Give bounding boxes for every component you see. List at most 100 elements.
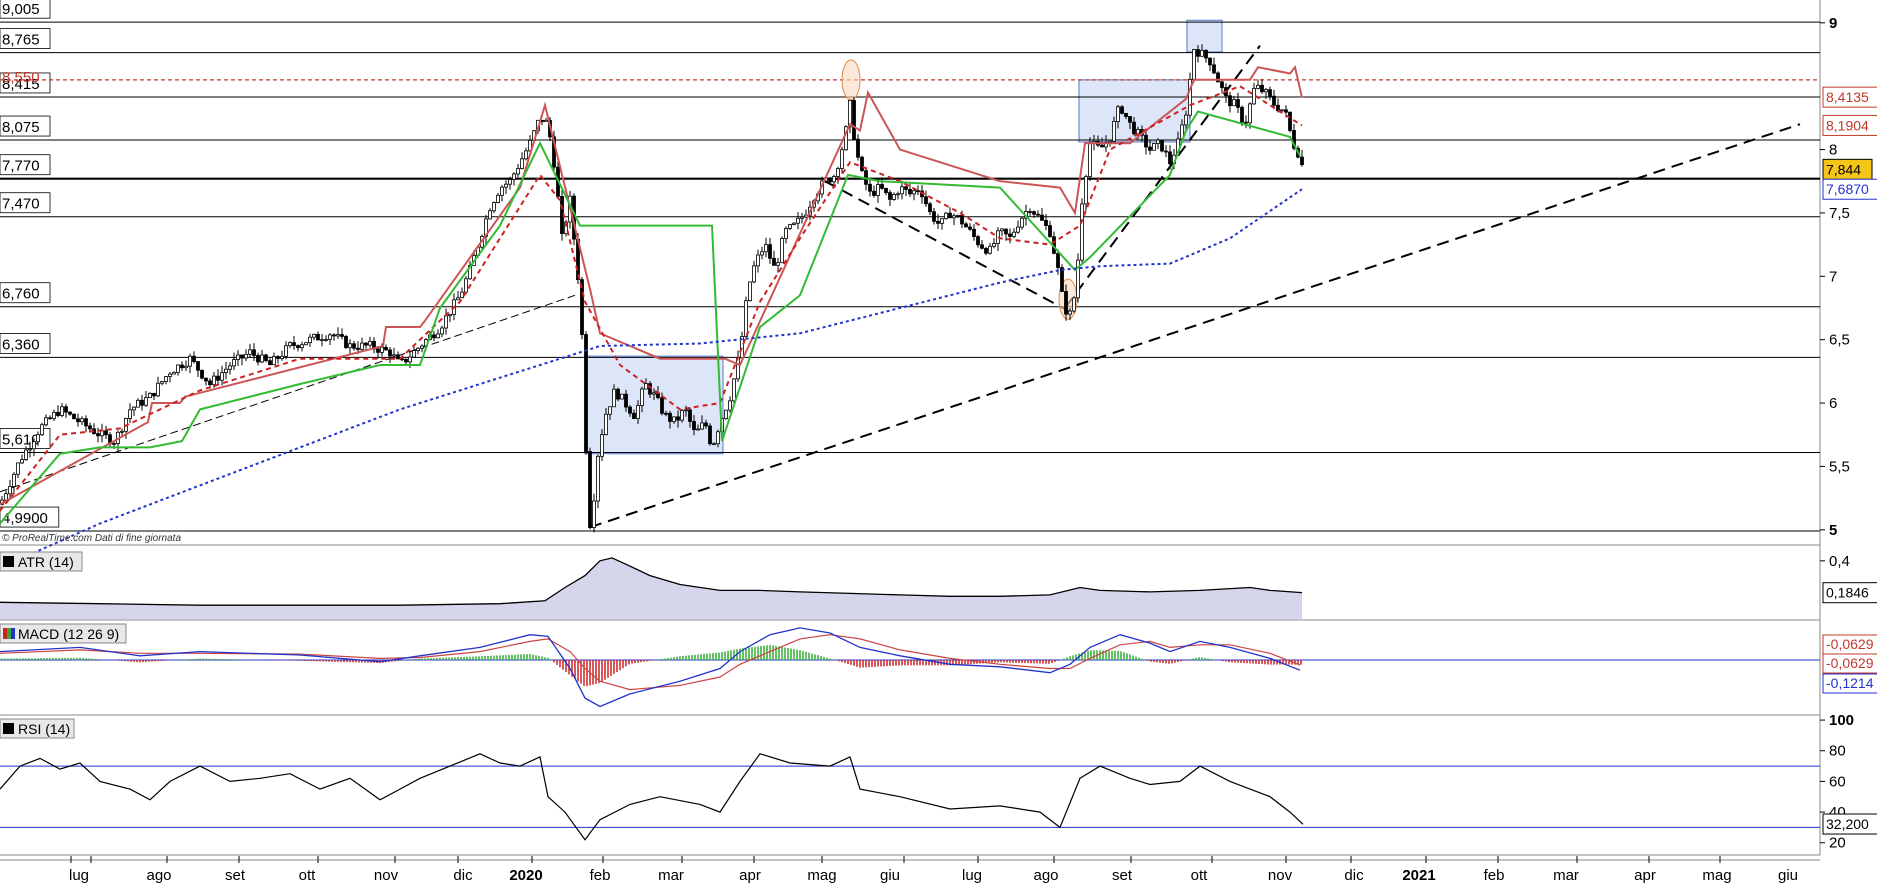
candle-body	[904, 186, 908, 190]
x-tick-label: mag	[1702, 867, 1731, 884]
candle-body	[104, 430, 108, 436]
candle-body	[76, 418, 80, 423]
candle-body	[172, 372, 176, 375]
candle-body	[716, 431, 720, 445]
candle-body	[1256, 84, 1260, 89]
macd-last-label: -0,1214	[1826, 675, 1874, 691]
candle-body	[224, 368, 228, 374]
candle-body	[320, 339, 324, 342]
level-label-box	[0, 333, 51, 354]
candle-body	[992, 243, 996, 247]
x-tick-label: dic	[453, 867, 473, 884]
candle-body	[256, 355, 260, 363]
candle-body	[1044, 219, 1048, 226]
candle-body	[836, 168, 840, 177]
candle-body	[1264, 89, 1268, 93]
macd-swatch-green	[7, 628, 11, 639]
candle-body	[648, 383, 652, 395]
candle-body	[364, 342, 368, 346]
candle-body	[776, 262, 780, 266]
candle-body	[1040, 214, 1044, 221]
candle-body	[796, 217, 800, 224]
candle-body	[856, 138, 860, 158]
rsi-last-label: 32,200	[1826, 816, 1869, 832]
candle-body	[840, 149, 844, 169]
atr-label-box	[0, 551, 83, 572]
candle-body	[932, 211, 936, 222]
x-tick-label: mar	[1553, 867, 1579, 884]
candle-body	[296, 345, 300, 349]
candle-body	[28, 448, 32, 451]
candle-body	[1084, 176, 1088, 205]
level-label-box	[0, 192, 51, 214]
candle-body	[176, 364, 180, 373]
candle-body	[1080, 203, 1084, 261]
candle-body	[1048, 225, 1052, 238]
candle-body	[196, 361, 200, 371]
candle-body	[248, 349, 252, 355]
indicator-series-2	[0, 110, 1301, 525]
candle-body	[1268, 89, 1272, 97]
x-tick-label: apr	[1634, 867, 1656, 884]
candle-body	[1240, 106, 1244, 123]
candle-body	[1272, 95, 1276, 106]
candle-body	[1116, 106, 1120, 122]
candle-body	[916, 190, 920, 193]
candle-body	[524, 150, 528, 160]
candle-body	[356, 347, 360, 350]
x-tick-label: ott	[299, 867, 317, 884]
candle-body	[628, 406, 632, 414]
macd-last-label: -0,0629	[1826, 636, 1874, 652]
candle-body	[688, 409, 692, 422]
candle-body	[500, 186, 504, 196]
candle-body	[588, 451, 592, 529]
watermark: © ProRealTime.com Dati di fine giornata	[2, 533, 181, 544]
candle-body	[8, 486, 12, 495]
candle-body	[1056, 253, 1060, 268]
candle-body	[832, 176, 836, 183]
consolidation-box	[584, 355, 724, 455]
macd-swatch-red	[3, 628, 7, 639]
candle-body	[644, 383, 648, 390]
candle-body	[768, 244, 772, 259]
atr-label: ATR (14)	[18, 554, 74, 570]
candle-body	[624, 393, 628, 408]
candle-body	[132, 406, 136, 411]
candle-body	[328, 334, 332, 340]
candle-body	[392, 354, 396, 357]
atr-swatch	[3, 556, 14, 567]
candle-body	[580, 279, 584, 335]
candle-body	[640, 388, 644, 406]
price-label: 8,1904	[1826, 117, 1869, 133]
candle-body	[24, 449, 28, 460]
candle-body	[152, 392, 156, 397]
candle-body	[612, 388, 616, 408]
candle-body	[184, 365, 188, 369]
y-tick-label: 5,5	[1829, 458, 1850, 475]
candle-body	[1280, 109, 1284, 112]
level-label-box	[0, 154, 51, 176]
candle-body	[1036, 213, 1040, 216]
y-tick-label: 6	[1829, 395, 1837, 412]
candle-body	[676, 416, 680, 421]
price-label-box	[1822, 178, 1877, 200]
trendline	[589, 123, 1801, 529]
candle-body	[1112, 121, 1116, 142]
candle-body	[36, 434, 40, 443]
candle-body	[504, 183, 508, 188]
candle-body	[380, 346, 384, 353]
candle-body	[828, 177, 832, 183]
candle-body	[228, 365, 232, 370]
candle-body	[220, 372, 224, 381]
candle-body	[1124, 112, 1128, 117]
candle-body	[1184, 114, 1188, 126]
candle-body	[80, 418, 84, 423]
rsi-line	[0, 753, 1304, 841]
candle-body	[788, 224, 792, 229]
candle-body	[1244, 121, 1248, 124]
price-label: 7,6870	[1826, 181, 1869, 197]
candle-body	[784, 228, 788, 239]
x-tick-label: giu	[1778, 867, 1798, 884]
